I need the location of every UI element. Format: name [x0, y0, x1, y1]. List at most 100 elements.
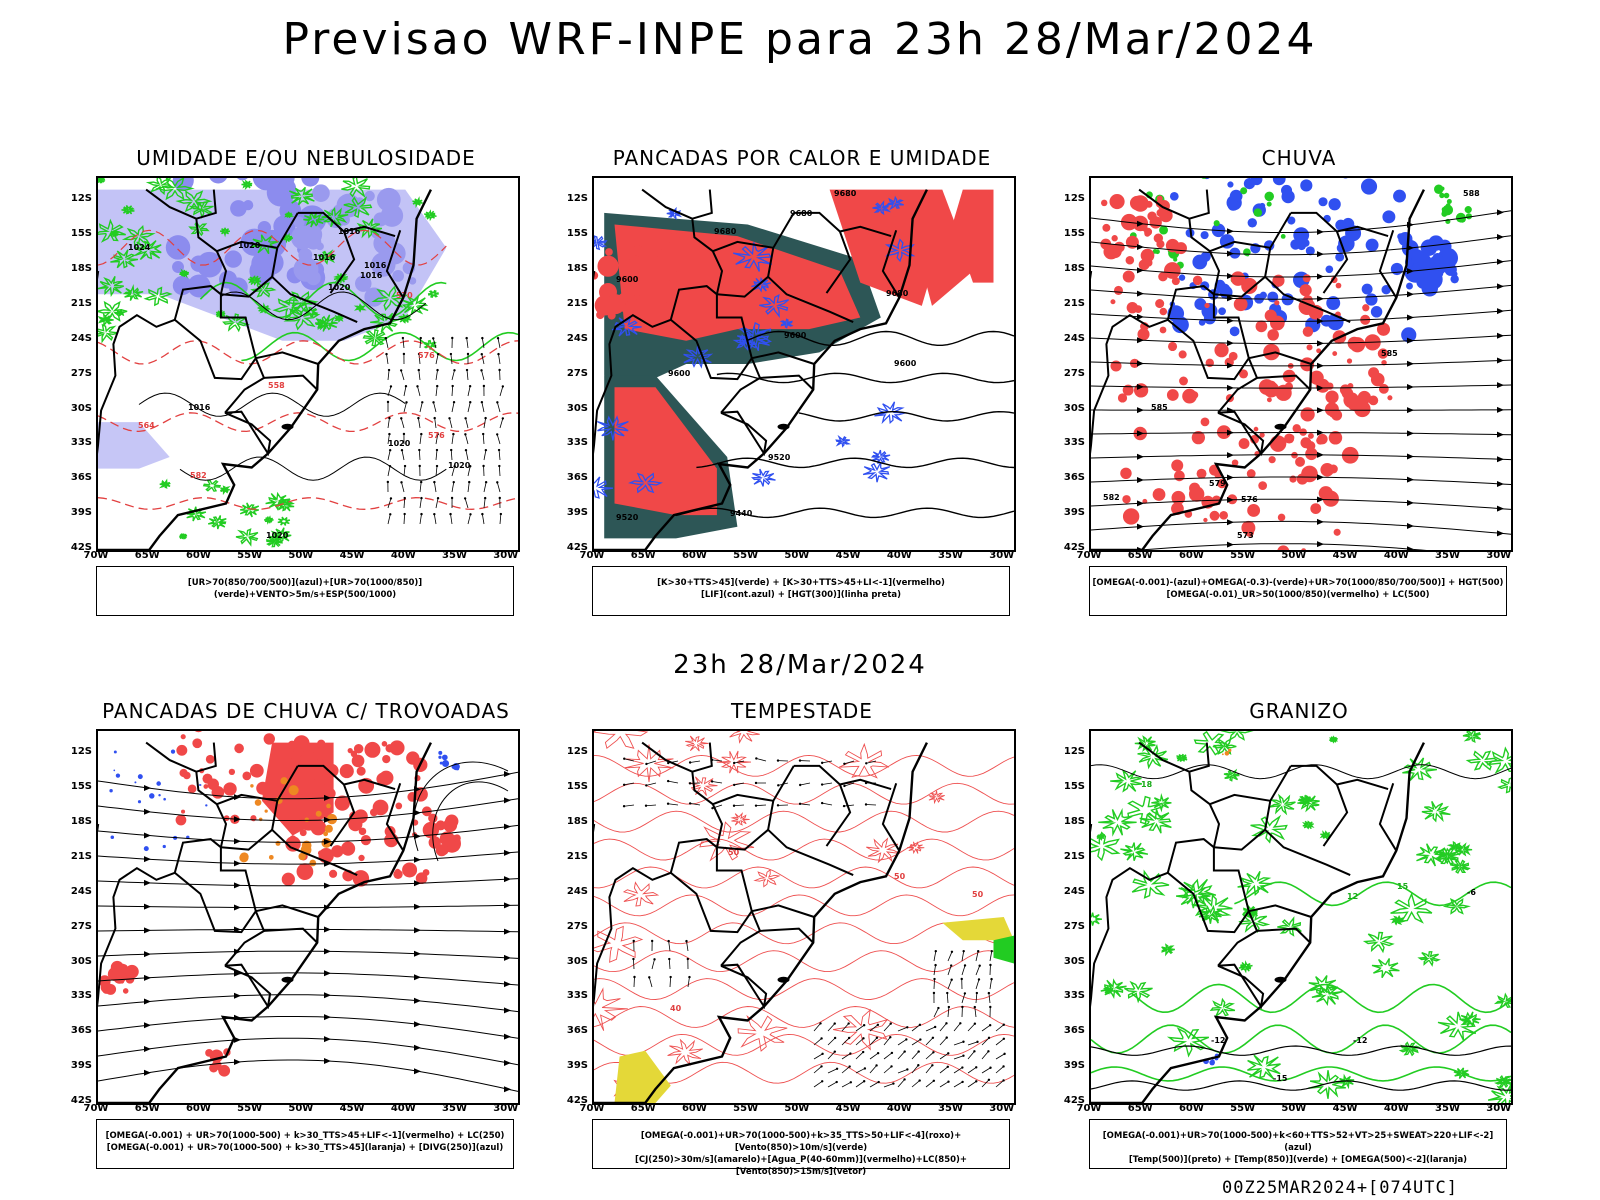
border-line [216, 793, 278, 806]
legend-line: [OMEGA(-0.001)-(azul)+OMEGA(-0.3)-(verde… [1092, 578, 1504, 588]
legend-box: [OMEGA(-0.001)+UR>70(1000-500)+k>35_TTS>… [592, 1119, 1010, 1177]
border-line [1217, 357, 1259, 414]
contour-label: 576 [428, 431, 445, 440]
border-line [793, 211, 841, 233]
lat-tick-label: 42S [70, 542, 92, 553]
contour-label: 1024 [128, 243, 151, 252]
map-tempestade: 50 50 40 50 [592, 729, 1016, 1105]
border-line [220, 829, 273, 851]
border-line [716, 276, 769, 298]
border-line [641, 741, 724, 848]
lat-tick-label: 42S [70, 1095, 92, 1106]
lake [1274, 423, 1287, 430]
lat-tick-label: 39S [566, 507, 588, 519]
border-line [224, 963, 272, 1010]
legend-line: [OMEGA(-0.001)+UR>70(1000-500)+k>35_TTS>… [640, 1131, 962, 1153]
map-granizo: -12 -12 -15 -6 12 15 18 [1089, 729, 1513, 1105]
lat-tick-label: 39S [70, 1060, 92, 1072]
contour-label: -12 [1353, 1036, 1367, 1045]
contour-label: 1020 [448, 461, 471, 470]
border-line [669, 285, 753, 381]
contour-label: -6 [1467, 888, 1476, 897]
contour-label: 9600 [894, 359, 917, 368]
border-line [594, 314, 672, 454]
contour-label: 9600 [784, 331, 807, 340]
lon-tick-label: 55W [237, 550, 263, 561]
border-line [1213, 276, 1266, 298]
lon-tick-label: 30W [493, 550, 519, 561]
lat-tick-label: 27S [566, 367, 588, 379]
border-line [594, 867, 672, 1007]
border-line [385, 229, 405, 299]
border-line [759, 374, 814, 391]
lake [777, 423, 790, 430]
map-svg: -12 -12 -15 -6 12 15 18 [1091, 731, 1511, 1103]
lat-tick-label: 30S [70, 955, 92, 967]
border-line [196, 742, 217, 773]
map-svg: 1016101610161020102010241016101610201020… [98, 178, 518, 550]
lat-tick-label: 15S [70, 228, 92, 240]
run-time-footer: 00Z25MAR2024+[074UTC] [1222, 1178, 1458, 1198]
lon-tick-label: 30W [493, 1103, 519, 1114]
mid-date-label: 23h 28/Mar/2024 [673, 650, 927, 680]
contour-label: 582 [1103, 493, 1120, 502]
lat-tick-label: 18S [70, 816, 92, 827]
legend-box: [OMEGA(-0.001)+UR>70(1000-500)+k<60+TTS>… [1089, 1119, 1507, 1169]
coastline [594, 189, 928, 550]
border-line [1378, 782, 1398, 852]
border-line [297, 764, 345, 786]
contour-label: 576 [418, 351, 435, 360]
lat-tick-label: 33S [566, 437, 588, 449]
lat-tick-label: 27S [70, 920, 92, 932]
map-chuva: 588 585 585 576 573 579 582 [1089, 176, 1513, 552]
contour-label: 50 [728, 848, 740, 857]
contour-label: -15 [1273, 1074, 1288, 1083]
border-line [263, 374, 318, 391]
legend-line: [OMEGA(-0.01)_UR>50(1000/850)(vermelho) … [1166, 590, 1430, 600]
lat-tick-label: 18S [70, 263, 92, 274]
lon-tick-label: 70W [1076, 550, 1102, 561]
contour-label: 1016 [364, 261, 387, 270]
lon-tick-label: 55W [733, 550, 759, 561]
lat-tick-label: 12S [566, 193, 588, 205]
border-line [255, 351, 319, 365]
contour-label: 9680 [834, 189, 857, 198]
border-line [1264, 212, 1351, 324]
border-line [1248, 904, 1312, 918]
map-svg: 50 50 40 50 [594, 731, 1014, 1103]
border-line [720, 963, 768, 1010]
legend-line: [OMEGA(-0.001) + UR>70(1000-500) + k>30_… [105, 1131, 505, 1141]
contour-label: 15 [1397, 882, 1409, 891]
border-line [881, 782, 901, 852]
contour-label: 1016 [338, 227, 361, 236]
legend-box: [K>30+TTS>45](verde) + [K>30+TTS>45+LI<-… [592, 566, 1010, 616]
lat-tick-label: 42S [566, 542, 588, 553]
lon-tick-label: 45W [835, 1103, 861, 1114]
border-line [145, 188, 228, 295]
contour-label: 1020 [388, 439, 411, 448]
contour-label: 1016 [188, 403, 211, 412]
border-line [224, 910, 266, 967]
lon-tick-label: 40W [390, 550, 416, 561]
lat-tick-label: 21S [1063, 850, 1085, 862]
lat-tick-label: 18S [1063, 263, 1085, 274]
lat-tick-label: 15S [70, 781, 92, 793]
border-line [1256, 374, 1311, 391]
border-line [641, 188, 724, 295]
border-line [767, 765, 854, 877]
lat-tick-label: 12S [566, 746, 588, 758]
lon-tick-label: 30W [1486, 1103, 1512, 1114]
border-line [98, 867, 176, 1007]
lat-tick-label: 30S [70, 402, 92, 414]
border-line [720, 910, 762, 967]
lat-tick-label: 30S [1063, 402, 1085, 414]
lat-tick-label: 24S [1063, 885, 1085, 897]
lat-tick-label: 39S [1063, 1060, 1085, 1072]
border-line [1264, 765, 1351, 877]
lon-tick-label: 40W [1383, 550, 1409, 561]
lon-tick-label: 65W [630, 1103, 656, 1114]
border-line [145, 741, 228, 848]
border-line [1248, 351, 1312, 365]
coastline [98, 742, 432, 1103]
border-line [255, 904, 319, 918]
